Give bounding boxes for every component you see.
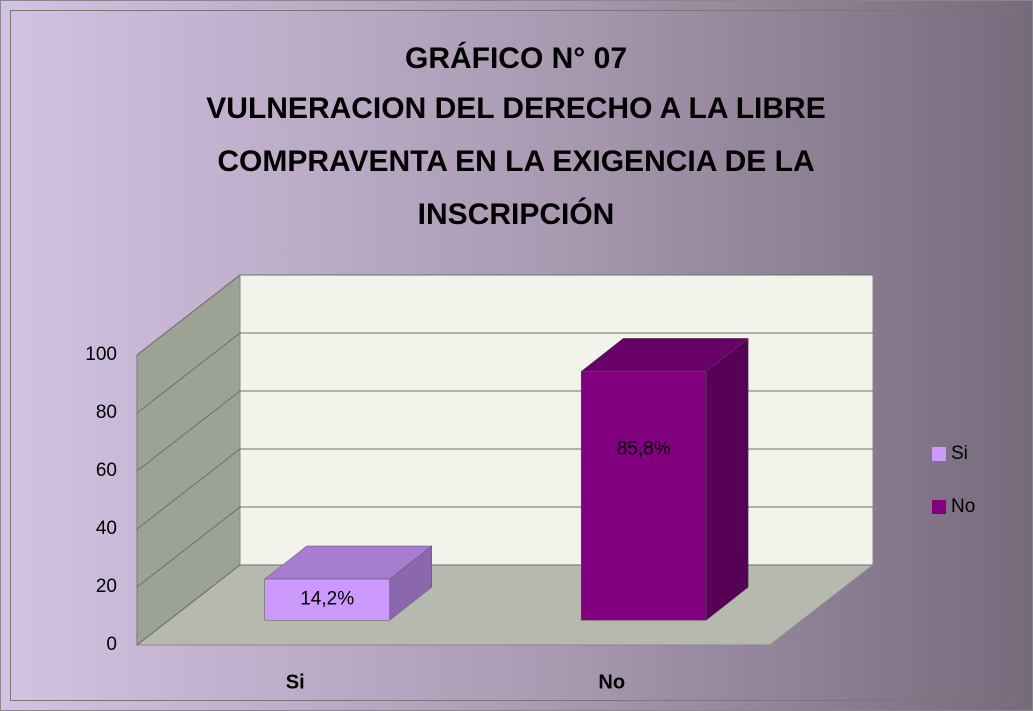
chart-subtitle: VULNERACION DEL DERECHO A LA LIBRE COMPRA…: [206, 92, 825, 231]
bar-side: [705, 337, 749, 621]
subtitle-line: INSCRIPCIÓN: [418, 197, 615, 231]
subtitle-line: COMPRAVENTA EN LA EXIGENCIA DE LA: [217, 145, 814, 178]
back-wall: [239, 274, 874, 566]
y-tick-label: 80: [96, 402, 117, 423]
chart-title: GRÁFICO N° 07: [405, 41, 627, 75]
bar-front: [264, 578, 390, 621]
x-tick-label: Si: [286, 671, 305, 693]
bar-front: [580, 371, 707, 621]
value-label: 14,2%: [300, 589, 354, 610]
y-tick-label: 60: [96, 460, 117, 481]
bar: [580, 337, 749, 621]
bar: [263, 545, 433, 621]
y-tick-label: 0: [106, 634, 117, 655]
grid-line: [136, 332, 873, 414]
subtitle-line: VULNERACION DEL DERECHO A LA LIBRE: [206, 92, 825, 125]
legend-label: No: [951, 496, 975, 517]
chart-border: [10, 10, 1023, 701]
x-tick-label: No: [598, 671, 625, 693]
legend-label: Si: [951, 443, 968, 464]
y-tick-label: 100: [85, 344, 117, 365]
value-label: 85,8%: [617, 438, 671, 459]
grid-line: [136, 274, 873, 356]
y-tick-label: 20: [96, 576, 117, 597]
y-tick-label: 40: [96, 518, 117, 539]
legend-swatch: [932, 447, 946, 461]
legend-swatch: [932, 500, 946, 514]
floor: [135, 564, 875, 646]
